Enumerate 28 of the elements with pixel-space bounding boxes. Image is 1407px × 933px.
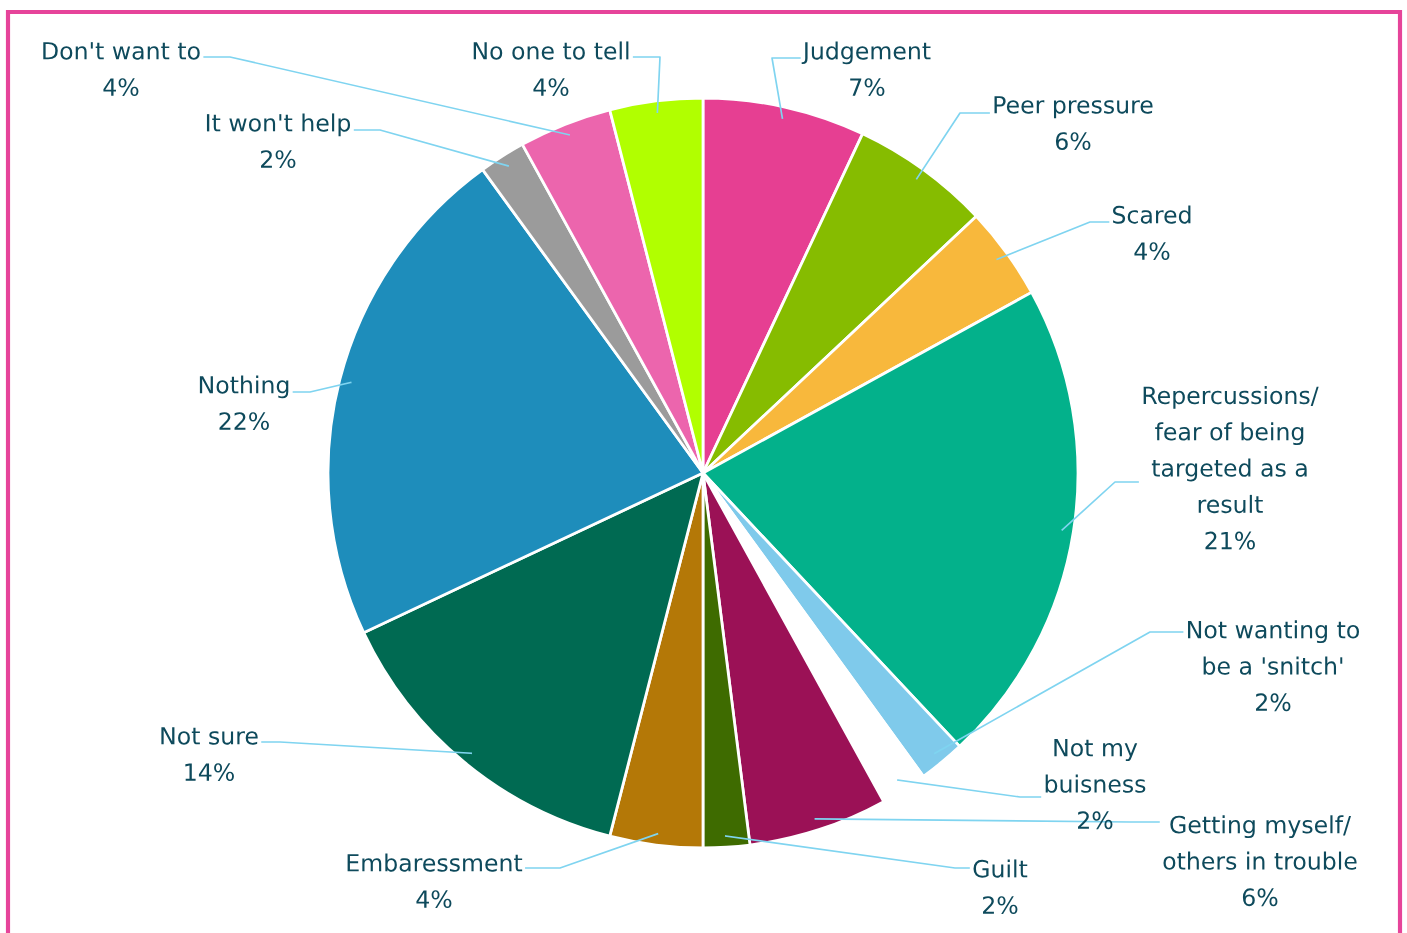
data-label: 4% [1134,242,1170,260]
slice-label: Embaressment [347,853,523,872]
data-label: 2% [983,896,1018,914]
data-label: 6% [1242,888,1278,907]
slice-label: Repercussions/ fear of being targeted as a result [1143,385,1319,514]
slice-label: Not sure [161,727,258,745]
slice-label: It won't help [206,113,351,137]
slice-label: Guilt [973,859,1028,878]
data-label: 4% [103,78,139,96]
data-label: 14% [185,763,234,781]
slice-label: Judgement [801,41,931,65]
slice-label: Getting myself/ others in trouble [1163,815,1357,870]
data-label: 22% [219,412,269,430]
slice-label: Don't want to [43,42,200,60]
data-label: 2% [1256,693,1291,712]
data-label: 4% [416,890,452,908]
slice-label: Not wanting to be a 'snitch' [1188,620,1360,675]
data-label: 2% [1078,811,1113,830]
slice-label: Not my buisness [1045,738,1146,793]
data-label: 21% [1205,531,1255,550]
data-label: 6% [1055,132,1091,150]
data-label: 7% [850,78,885,96]
slice-label: Nothing [199,375,289,399]
slice-label: No one to tell [473,41,629,60]
data-label: 2% [261,150,296,168]
data-label: 4% [533,78,569,96]
slice-label: Peer pressure [994,96,1153,119]
slice-label: Scared [1112,205,1191,224]
